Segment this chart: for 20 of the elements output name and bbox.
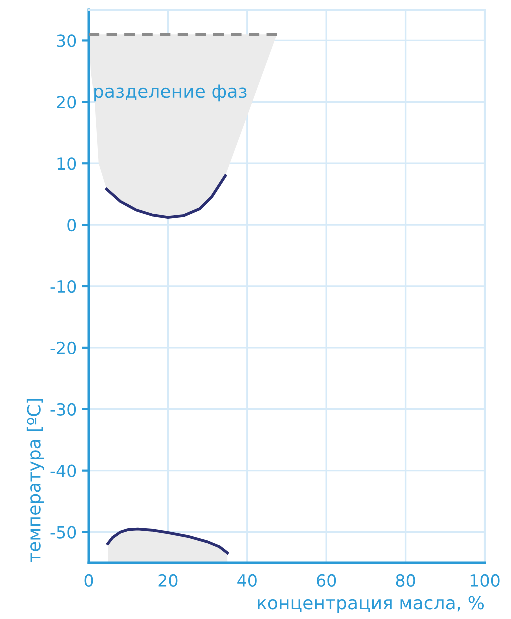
- line-series: [105, 174, 228, 220]
- y-tick-label: 30: [57, 34, 76, 48]
- y-tick-label: -40: [50, 464, 76, 478]
- x-tick-label: 20: [158, 574, 178, 588]
- x-tick-label: 60: [317, 574, 336, 588]
- x-tick-label: 0: [84, 574, 94, 588]
- x-tick-label: 100: [470, 574, 500, 588]
- y-axis-title: температура [ºC]: [26, 399, 44, 562]
- y-tick-label: -50: [50, 526, 76, 539]
- y-tick-label: 10: [58, 158, 76, 170]
- annotation: разделение фаз: [94, 84, 247, 102]
- y-tick-label: -20: [50, 342, 76, 355]
- x-tick-label: 80: [396, 574, 416, 588]
- y-tick-label: 20: [57, 96, 76, 109]
- x-tick-label: 40: [238, 574, 257, 588]
- y-tick-label: -30: [50, 403, 76, 416]
- line-series: [106, 528, 229, 555]
- y-tick-label: -10: [50, 280, 76, 294]
- x-axis-title: концентрация масла, %: [258, 596, 484, 614]
- y-tick-label: 0: [68, 219, 76, 232]
